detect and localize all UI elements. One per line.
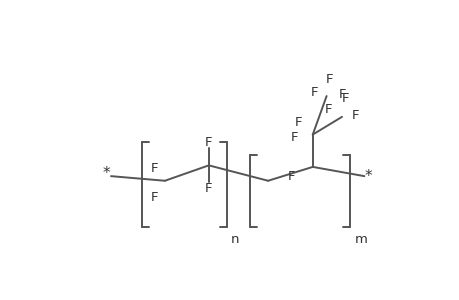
Text: F: F [205,136,212,149]
Text: F: F [351,109,359,122]
Text: F: F [324,103,331,116]
Text: F: F [205,182,212,195]
Text: F: F [287,169,294,183]
Text: F: F [295,116,302,129]
Text: F: F [337,88,345,101]
Text: m: m [353,233,366,246]
Text: *: * [364,169,371,184]
Text: F: F [290,131,297,144]
Text: *: * [102,166,110,181]
Text: n: n [230,233,239,246]
Text: F: F [150,162,157,175]
Text: F: F [325,73,333,85]
Text: F: F [341,92,349,105]
Text: F: F [150,191,157,204]
Text: F: F [310,86,317,100]
